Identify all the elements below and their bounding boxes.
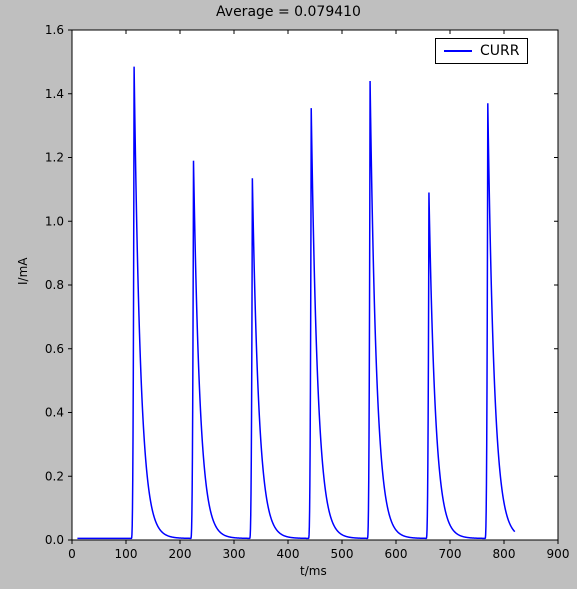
- svg-text:0.2: 0.2: [45, 469, 64, 483]
- y-axis-label: I/mA: [16, 258, 30, 285]
- x-axis-label: t/ms: [300, 564, 327, 578]
- legend-label: CURR: [480, 43, 519, 59]
- chart-title: Average = 0.079410: [0, 4, 577, 20]
- legend: CURR: [435, 38, 528, 64]
- svg-text:300: 300: [223, 547, 246, 561]
- svg-text:900: 900: [547, 547, 570, 561]
- svg-text:800: 800: [493, 547, 516, 561]
- svg-text:0.8: 0.8: [45, 278, 64, 292]
- svg-text:0: 0: [68, 547, 76, 561]
- svg-text:0.6: 0.6: [45, 342, 64, 356]
- svg-text:1.4: 1.4: [45, 87, 64, 101]
- svg-text:400: 400: [277, 547, 300, 561]
- svg-text:0.0: 0.0: [45, 533, 64, 547]
- svg-text:700: 700: [439, 547, 462, 561]
- svg-text:100: 100: [115, 547, 138, 561]
- svg-text:200: 200: [169, 547, 192, 561]
- svg-text:500: 500: [331, 547, 354, 561]
- legend-swatch: [444, 50, 472, 52]
- chart-container: { "chart": { "type": "line", "title": "A…: [0, 0, 577, 589]
- svg-text:1.0: 1.0: [45, 214, 64, 228]
- svg-text:1.2: 1.2: [45, 151, 64, 165]
- svg-text:0.4: 0.4: [45, 406, 64, 420]
- svg-text:600: 600: [385, 547, 408, 561]
- svg-text:1.6: 1.6: [45, 23, 64, 37]
- plot-svg: 0 100 200 300 400 500 600 700 800 900 0.0 0.2 0.4 0.6…: [0, 0, 577, 589]
- legend-item: CURR: [444, 43, 519, 59]
